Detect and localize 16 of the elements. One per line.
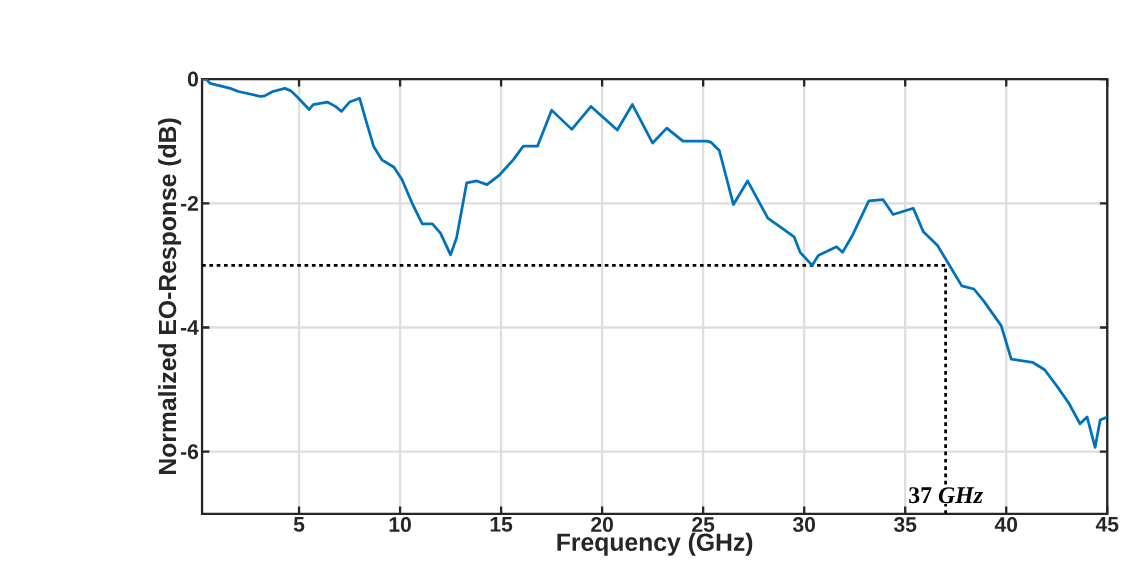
x-axis-title: Frequency (GHz)	[557, 532, 753, 556]
y-tick-label: -6	[180, 444, 199, 460]
x-tick-label: 5	[293, 516, 305, 532]
x-tick-label: 20	[591, 516, 613, 532]
annotation: 37 GHz	[909, 487, 983, 504]
x-tick-label: 25	[692, 516, 715, 532]
x-tick-label: 15	[490, 516, 513, 532]
x-tick-label: 40	[994, 516, 1018, 532]
x-tick-label: 10	[389, 516, 411, 532]
y-axis-title: Normalized EO-Response (dB)	[158, 118, 182, 474]
y-tick-label: -2	[180, 195, 198, 211]
x-tick-label: 45	[1095, 516, 1119, 532]
x-tick-label: 30	[792, 516, 816, 532]
y-tick-label: 0	[187, 71, 198, 87]
y-tick-label: -4	[180, 320, 199, 335]
x-tick-label: 35	[893, 516, 917, 532]
